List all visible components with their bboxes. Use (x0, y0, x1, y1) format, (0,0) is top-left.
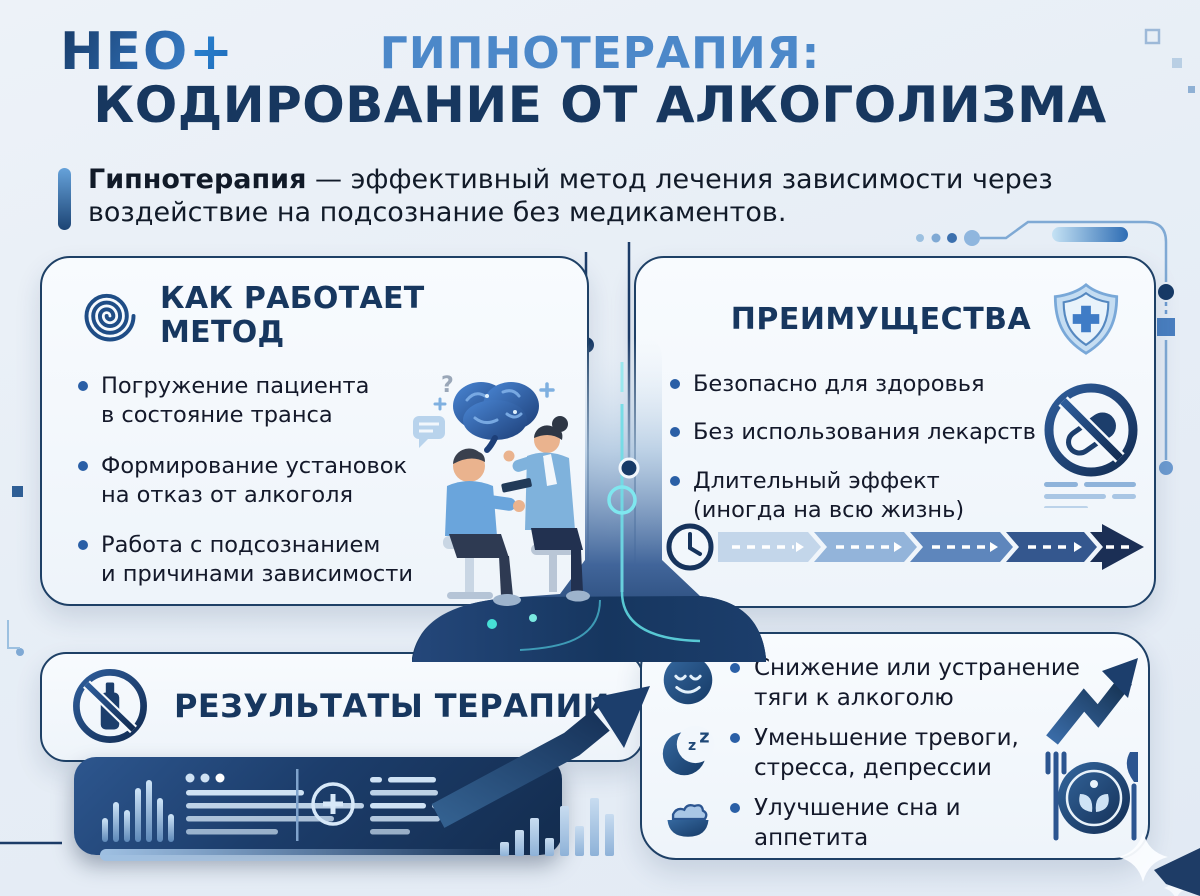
list-item: Формирование установок на отказ от алког… (78, 452, 418, 511)
list-item: Улучшение сна и аппетита (660, 792, 1080, 854)
intro-paragraph: Гипнотерапия — эффективный метод лечения… (88, 164, 1068, 230)
bullet-dot-icon (670, 427, 680, 438)
list-item: Без использования лекарств (670, 418, 1060, 447)
list-item: z z Уменьшение тревоги, стресса, депресс… (660, 722, 1080, 784)
clock-icon (666, 523, 714, 571)
z-glyph: z (699, 728, 709, 748)
outcome-2-text: Уменьшение тревоги, стресса, депрессии (754, 725, 1019, 781)
results-card: РЕЗУЛЬТАТЫ ТЕРАПИИ (40, 652, 644, 762)
intro-accent-bar (58, 168, 71, 230)
shield-plus-icon (1054, 282, 1119, 355)
method-card: КАК РАБОТАЕТ МЕТОД Погружение пациента в… (40, 256, 589, 606)
meal-plate-icon (1045, 751, 1138, 841)
equalizer-bars-icon (102, 780, 174, 842)
text-lines-icon (370, 777, 450, 835)
bullet-dot-icon (730, 803, 740, 813)
benefits-bullet-1: Безопасно для здоровья (693, 371, 985, 397)
healthy-food-icon (667, 804, 709, 837)
list-item: Погружение пациента в состояние транса (78, 372, 418, 431)
hypnosis-spiral-icon (84, 293, 136, 341)
intro-lead: Гипнотерапия (88, 164, 307, 195)
circle-plus-icon (311, 782, 355, 826)
dots-icon (185, 773, 225, 783)
timeline-chevron-strip-icon (718, 524, 1144, 570)
benefits-bullet-2: Без использования лекарств (693, 419, 1036, 446)
bullet-dot-icon (78, 540, 88, 550)
list-item: Снижение или устранение тяги к алкоголю (660, 652, 1080, 714)
intro-text: — эффективный метод лечения зависимости … (88, 164, 1053, 228)
page-title-line1: ГИПНОТЕРАПИЯ: (379, 28, 821, 79)
method-bullet-3: Работа с подсознанием и причинами зависи… (101, 532, 414, 588)
bullet-dot-icon (78, 381, 88, 391)
method-bullet-list: Погружение пациента в состояние транса Ф… (78, 372, 418, 590)
dashboard-graphics (102, 769, 450, 842)
outcome-3-text: Улучшение сна и аппетита (754, 795, 961, 851)
growth-arrow-icon (1046, 658, 1138, 745)
no-pills-icon (1044, 383, 1138, 508)
panel-underline (100, 849, 530, 861)
method-bullet-1: Погружение пациента в состояние транса (101, 373, 370, 429)
decor-text-lines-icon (1044, 482, 1136, 508)
page-title: ГИПНОТЕРАПИЯ: КОДИРОВАНИЕ ОТ АЛКОГОЛИЗМА (0, 28, 1200, 135)
method-card-title: КАК РАБОТАЕТ МЕТОД (160, 281, 425, 350)
results-dashboard-panel (74, 757, 562, 855)
sleep-moon-icon: z z (662, 725, 715, 776)
logo-plus-icon: + (189, 22, 235, 82)
list-item: Работа с подсознанием и причинами зависи… (78, 531, 418, 590)
logo: НЕО+ (60, 22, 235, 82)
outcome-1-text: Снижение или устранение тяги к алкоголю (754, 655, 1080, 711)
calm-face-icon (663, 655, 713, 705)
results-card-title: РЕЗУЛЬТАТЫ ТЕРАПИИ (174, 687, 610, 725)
no-alcohol-icon (73, 669, 147, 743)
outcomes-card: Снижение или устранение тяги к алкоголю … (640, 632, 1150, 860)
bullet-dot-icon (78, 460, 88, 471)
bullet-dot-icon (730, 733, 740, 743)
text-lines-icon (186, 790, 364, 835)
divider (296, 769, 299, 841)
bullet-dot-icon (670, 475, 680, 486)
page-title-line2: КОДИРОВАНИЕ ОТ АЛКОГОЛИЗМА (93, 76, 1107, 135)
benefits-card-title: ПРЕИМУЩЕСТВА (730, 301, 1032, 337)
list-item: Безопасно для здоровья (670, 370, 1060, 399)
corner-arrow-icon (1154, 848, 1200, 896)
method-bullet-2: Формирование установок на отказ от алког… (101, 452, 408, 508)
benefits-bullet-list: Безопасно для здоровья Без использования… (670, 370, 1060, 525)
effect-timeline (666, 523, 1144, 571)
benefits-card: ПРЕИМУЩЕСТВА Безопасно для здоровья Без … (634, 256, 1156, 608)
bullet-dot-icon (730, 663, 740, 673)
z-glyph: z (688, 738, 696, 754)
bullet-dot-icon (670, 379, 680, 389)
